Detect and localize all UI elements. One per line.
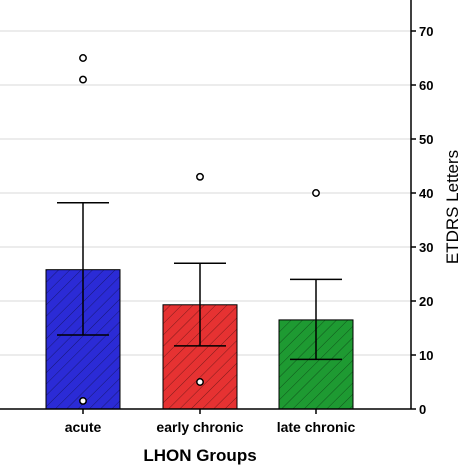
error-bars xyxy=(57,201,342,361)
outlier-point xyxy=(79,396,87,405)
outlier-point xyxy=(79,54,87,62)
y-tick-label: 30 xyxy=(419,240,433,255)
y-tick-label: 0 xyxy=(419,402,426,417)
x-axis-title: LHON Groups xyxy=(143,446,256,465)
y-tick-label: 40 xyxy=(419,186,433,201)
outlier-point xyxy=(79,75,87,84)
x-tick-label: early chronic xyxy=(156,419,243,435)
error-bar xyxy=(174,262,226,347)
outliers xyxy=(79,54,320,405)
y-axis-title: ETDRS Letters xyxy=(443,150,462,264)
error-bar xyxy=(290,278,342,361)
y-tick-label: 20 xyxy=(419,294,433,309)
error-bar xyxy=(57,201,109,336)
outlier-point xyxy=(196,378,204,386)
axes: 0 10 20 30 40 50 60 70 acute early chronic late ch… xyxy=(0,0,433,435)
y-tick-label: 60 xyxy=(419,78,433,93)
y-tick-label: 10 xyxy=(419,348,433,363)
x-tick-label: acute xyxy=(65,419,102,435)
outlier-point xyxy=(312,189,320,197)
y-tick-label: 50 xyxy=(419,132,433,147)
x-tick-label: late chronic xyxy=(277,419,356,435)
outlier-point xyxy=(196,172,204,181)
y-tick-label: 70 xyxy=(419,24,433,39)
